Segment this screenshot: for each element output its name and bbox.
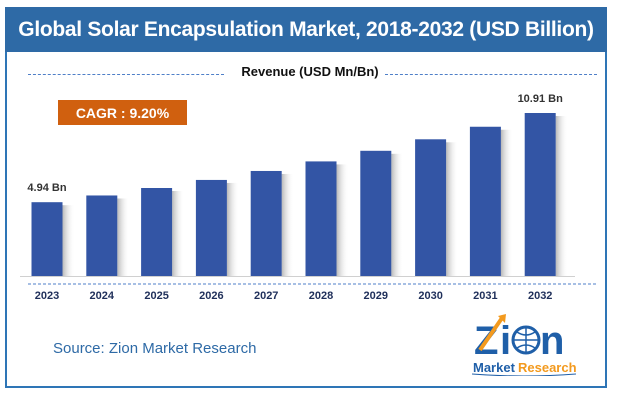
chart-frame — [5, 7, 607, 388]
bar-2032 — [524, 113, 556, 276]
bar-2023 — [31, 202, 63, 276]
x-tick-label: 2027 — [254, 290, 278, 302]
x-tick-label: 2025 — [144, 290, 168, 302]
source-note: Source: Zion Market Research — [53, 340, 257, 357]
subtitle-divider-left — [28, 74, 224, 75]
chart-subtitle: Revenue (USD Mn/Bn) — [241, 64, 379, 79]
bar-shadow — [555, 116, 568, 276]
bar-shadow — [281, 173, 294, 276]
bar-shadow — [336, 164, 349, 276]
svg-text:Research: Research — [518, 360, 576, 375]
chart-title: Global Solar Encapsulation Market, 2018-… — [5, 7, 607, 52]
bar-shadow — [117, 198, 130, 276]
bar-shadow — [226, 182, 239, 276]
bar-2030 — [415, 139, 447, 276]
bar-2025 — [141, 188, 173, 276]
x-tick-label: 2029 — [364, 290, 388, 302]
x-tick-label: 2023 — [35, 290, 59, 302]
subtitle-divider-right — [385, 74, 597, 75]
bar-shadow — [391, 153, 404, 276]
bar-2027 — [250, 170, 282, 276]
bar-shadow — [62, 205, 75, 276]
svg-text:i: i — [500, 319, 511, 363]
bar-2026 — [195, 179, 227, 276]
bar-2028 — [305, 161, 337, 276]
x-tick-label: 2031 — [473, 290, 497, 302]
svg-text:n: n — [540, 319, 564, 363]
bar-shadow — [172, 191, 185, 276]
bar-shadow — [446, 142, 459, 276]
bar-2024 — [86, 195, 118, 276]
bar-2029 — [360, 150, 392, 276]
logo-text: Market — [473, 360, 516, 375]
bar-shadow — [500, 129, 513, 276]
cagr-badge: CAGR : 9.20% — [58, 100, 187, 125]
x-tick-label: 2028 — [309, 290, 333, 302]
x-tick-label: 2032 — [528, 290, 552, 302]
bar-2031 — [469, 126, 501, 277]
x-tick-label: 2026 — [199, 290, 223, 302]
data-label: 10.91 Bn — [518, 93, 564, 105]
data-label: 4.94 Bn — [27, 182, 66, 194]
x-tick-label: 2030 — [418, 290, 442, 302]
x-tick-label: 2024 — [90, 290, 115, 302]
zion-logo: Z i n Market Research — [472, 314, 576, 376]
